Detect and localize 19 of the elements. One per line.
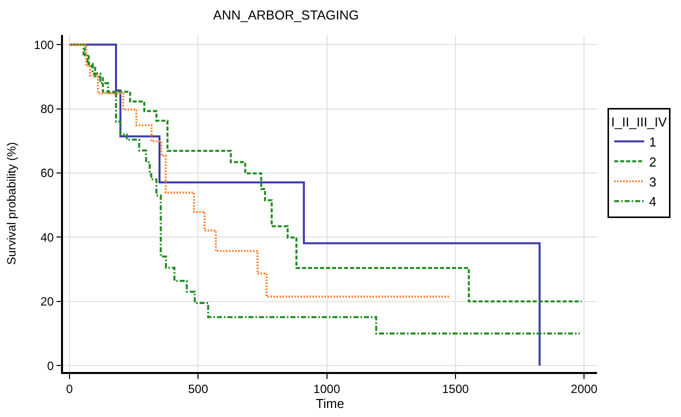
y-tick-label: 80: [40, 102, 54, 116]
legend-title: I_II_III_IV: [611, 114, 668, 130]
y-tick-label: 40: [40, 230, 54, 244]
y-tick-label: 100: [34, 38, 54, 52]
y-axis-title: Survival probability (%): [4, 142, 19, 265]
y-tick-label: 20: [40, 294, 54, 309]
x-tick-label: 500: [188, 382, 208, 396]
x-tick-label: 2000: [570, 382, 598, 396]
legend-label: 1: [649, 134, 656, 150]
legend-label: 2: [649, 154, 656, 170]
legend-label: 4: [649, 194, 656, 210]
x-tick-label: 0: [66, 382, 74, 396]
x-tick-label: 1500: [442, 382, 470, 396]
x-tick-label: 1000: [313, 382, 340, 396]
y-tick-label: 60: [40, 166, 54, 180]
y-tick-label: 0: [47, 358, 54, 373]
legend-label: 3: [649, 174, 656, 190]
chart-title: ANN_ARBOR_STAGING: [213, 8, 359, 23]
x-axis-title: Time: [316, 396, 344, 412]
